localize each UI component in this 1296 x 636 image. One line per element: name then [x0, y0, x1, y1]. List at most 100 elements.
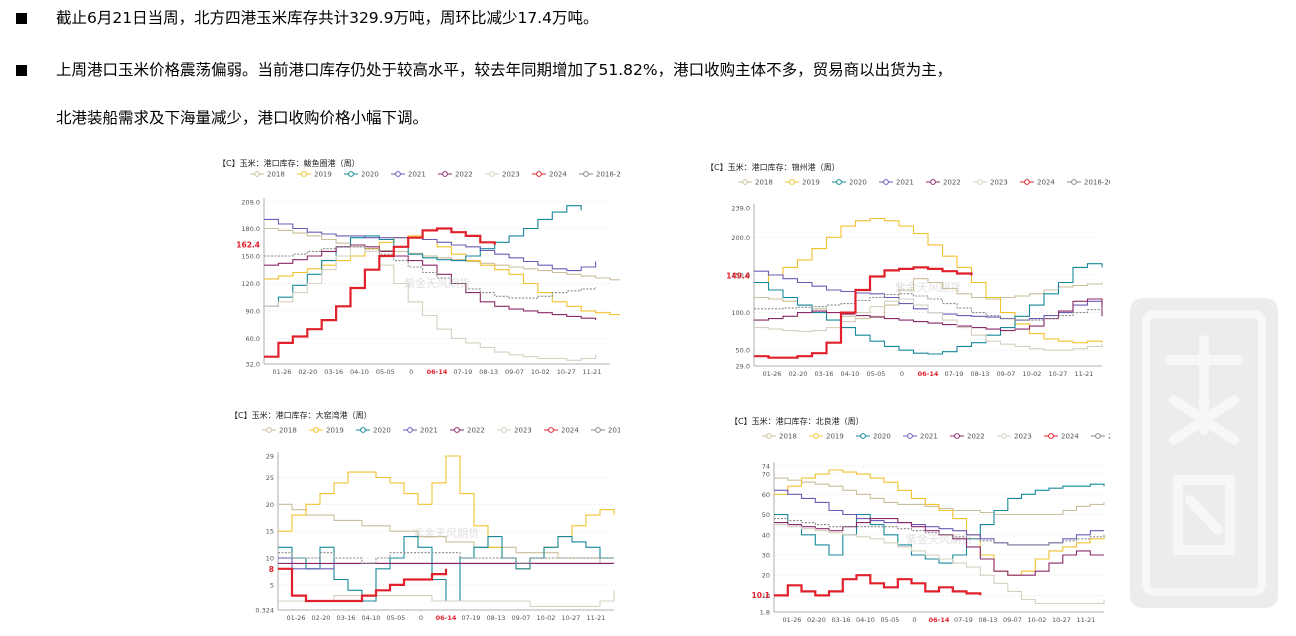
- bullet-text-3: 北港装船需求及下海量减少，港口收购价格小幅下调。: [56, 109, 429, 127]
- x-tick-label: 11-21: [583, 368, 602, 376]
- legend-marker: [583, 171, 589, 177]
- series-line-2020: [278, 536, 614, 602]
- series-line-2022: [754, 298, 1103, 332]
- legend-item[interactable]: 2022: [438, 171, 473, 179]
- x-tick-label: 01-26: [287, 614, 306, 622]
- legend-marker: [1095, 433, 1101, 439]
- x-tick-label: 05-05: [867, 370, 886, 378]
- legend-label: 2022: [967, 433, 985, 441]
- series-line-2018-2023均值: [774, 518, 1105, 546]
- legend-label: 2023: [990, 179, 1008, 187]
- legend-label: 2020: [361, 171, 379, 179]
- legend-item[interactable]: 2019: [809, 433, 844, 441]
- legend-item[interactable]: 2024: [544, 427, 579, 435]
- legend-item[interactable]: 2019: [297, 171, 332, 179]
- y-tick-label: 150.0: [731, 271, 750, 279]
- legend-marker: [836, 179, 842, 185]
- y-tick-label: 0.324: [255, 607, 274, 615]
- x-tick-label: 02-20: [312, 614, 331, 622]
- legend-label: 2018: [267, 171, 285, 179]
- legend-item[interactable]: 2023: [973, 179, 1008, 187]
- chart-title: 【C】玉米：港口库存：北良港（周）: [730, 416, 864, 426]
- x-tick-label: 03-16: [832, 616, 851, 624]
- legend-item[interactable]: 2019: [785, 179, 820, 187]
- legend-item[interactable]: 2018-2023均值: [1091, 432, 1110, 441]
- series-line-2018: [264, 227, 620, 281]
- legend-marker: [489, 171, 495, 177]
- chart-svg: 【C】玉米：港口库存：大窑湾港（周） 2018 2019 2020 2021 2022 20…: [230, 410, 620, 622]
- x-tick-label: 11-21: [587, 614, 606, 622]
- x-tick-label: 10-02: [1023, 370, 1042, 378]
- series-line-2024: [278, 567, 448, 603]
- legend-marker: [548, 427, 554, 433]
- y-tick-label: 50: [762, 511, 770, 519]
- legend-item[interactable]: 2022: [950, 433, 985, 441]
- bullet-square-icon: [16, 65, 27, 76]
- legend-item[interactable]: 2022: [926, 179, 961, 187]
- x-tick-label: 10-02: [1028, 616, 1047, 624]
- legend-item[interactable]: 2024: [1020, 179, 1055, 187]
- legend-item[interactable]: 2023: [997, 433, 1032, 441]
- chart-watermark: 紫金天风期货: [404, 276, 470, 290]
- legend-item[interactable]: 2018-2023均值: [579, 170, 620, 179]
- legend-label: 2019: [326, 427, 344, 435]
- series-line-2019: [774, 469, 1105, 576]
- legend-item[interactable]: 2019: [309, 427, 344, 435]
- x-tick-label: 08-13: [479, 368, 498, 376]
- x-tick-label: 05-05: [376, 368, 395, 376]
- chart-bayuquan-port: 【C】玉米：港口库存：鲅鱼圈港（周） 2018 2019 2020 2021 2022 20…: [214, 152, 620, 388]
- legend-marker: [407, 427, 413, 433]
- bullet-text-1: 截止6月21日当周，北方四港玉米库存共计329.9万吨，周环比减少17.4万吨。: [56, 9, 599, 27]
- series-line-2022: [264, 244, 597, 321]
- x-tick-label: 04-10: [856, 616, 875, 624]
- bullet-square-icon: [16, 13, 27, 24]
- legend-item[interactable]: 2021: [879, 179, 914, 187]
- legend-label: 2019: [314, 171, 332, 179]
- y-tick-label: 60: [762, 491, 770, 499]
- y-tick-label: 74: [762, 463, 770, 471]
- legend-label: 2022: [455, 171, 473, 179]
- x-tick-label: 07-19: [462, 614, 481, 622]
- legend-item[interactable]: 2018: [262, 427, 297, 435]
- legend-item[interactable]: 2022: [450, 427, 485, 435]
- y-tick-label: 100.0: [731, 309, 750, 317]
- chart-beiliang-port: 【C】玉米：港口库存：北良港（周） 2018 2019 2020 2021 2022 202…: [726, 412, 1110, 634]
- y-tick-label: 40: [762, 531, 770, 539]
- chart-dayaowan-port: 【C】玉米：港口库存：大窑湾港（周） 2018 2019 2020 2021 2022 20…: [226, 406, 620, 634]
- legend-item[interactable]: 2021: [903, 433, 938, 441]
- x-tick-label: 09-07: [505, 368, 524, 376]
- legend-item[interactable]: 2020: [356, 427, 391, 435]
- legend-marker: [501, 427, 507, 433]
- legend-item[interactable]: 2023: [497, 427, 532, 435]
- legend-item[interactable]: 2020: [832, 179, 867, 187]
- legend-item[interactable]: 2018-2023均值: [1067, 178, 1110, 187]
- chart-jinzhou-port: 【C】玉米：港口库存：锦州港（周） 2018 2019 2020 2021 2022 202…: [702, 158, 1110, 392]
- y-tick-label: 20: [762, 572, 770, 580]
- y-tick-label: 150.0: [241, 253, 260, 261]
- legend-label: 2021: [920, 433, 938, 441]
- legend-item[interactable]: 2018: [250, 171, 285, 179]
- legend-item[interactable]: 2024: [532, 171, 567, 179]
- series-line-2023: [264, 246, 597, 361]
- legend-item[interactable]: 2018: [738, 179, 773, 187]
- legend-label: 2022: [467, 427, 485, 435]
- x-tick-label: 01-26: [763, 370, 782, 378]
- legend-item[interactable]: 2018-2023均值: [591, 426, 620, 435]
- legend-item[interactable]: 2020: [856, 433, 891, 441]
- legend-item[interactable]: 2024: [1044, 433, 1079, 441]
- series-line-2021: [264, 218, 597, 272]
- legend-item[interactable]: 2023: [485, 171, 520, 179]
- x-tick-label: 02-20: [298, 368, 317, 376]
- x-tick-label: 03-16: [337, 614, 356, 622]
- legend-item[interactable]: 2018: [762, 433, 797, 441]
- x-tick-label: 04-10: [362, 614, 381, 622]
- legend-item[interactable]: 2020: [344, 171, 379, 179]
- x-tick-label: 09-07: [997, 370, 1016, 378]
- legend-item[interactable]: 2021: [391, 171, 426, 179]
- x-tick-label: 08-13: [979, 616, 998, 624]
- legend-marker: [742, 179, 748, 185]
- y-tick-label: 200.0: [731, 234, 750, 242]
- series-line-2018-2023均值: [264, 246, 597, 299]
- legend-item[interactable]: 2021: [403, 427, 438, 435]
- x-tick-label: 03-16: [815, 370, 834, 378]
